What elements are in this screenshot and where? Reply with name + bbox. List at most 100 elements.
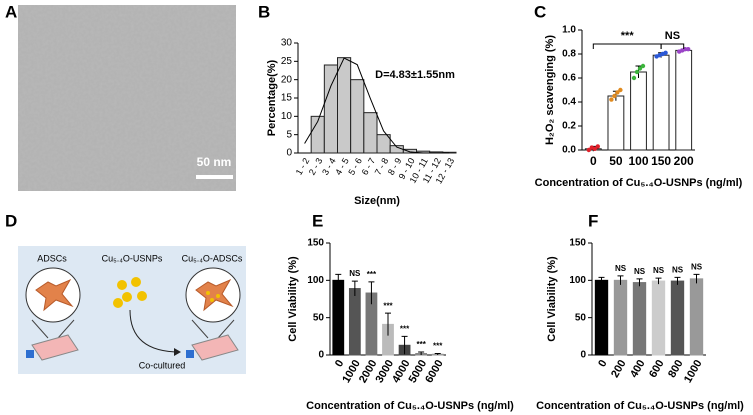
zoom-line [31, 319, 49, 339]
y-tick-label: 0 [286, 148, 292, 159]
tem-texture [18, 5, 236, 191]
scale-label: 50 nm [197, 155, 232, 169]
bar [651, 280, 666, 356]
y-tick-label: 50 [575, 312, 587, 323]
data-point [634, 69, 640, 75]
significance: *** [416, 340, 426, 349]
y-tick-label: 0.6 [562, 73, 576, 84]
flask [31, 334, 79, 361]
y-tick-label: 20 [281, 74, 293, 85]
significance: NS [634, 267, 646, 276]
panel-label: B [258, 2, 270, 21]
x-tick-label: 600 [647, 358, 667, 380]
panel-label: D [5, 211, 17, 230]
x-tick-label: 1000 [682, 358, 705, 385]
x-axis-title: Concentration of Cu₅.₄O-USNPs (ng/ml) [306, 400, 514, 412]
y-tick-label: 10 [281, 111, 293, 122]
x-axis-title: Size(nm) [354, 195, 400, 207]
y-axis-title: Cell Viability (%) [287, 256, 299, 342]
bracket [660, 43, 685, 49]
y-tick-label: 0.4 [562, 97, 576, 108]
x-axis-title: Concentration of Cu₅.₄O-USNPs (ng/ml) [536, 400, 744, 412]
panel-label: F [588, 211, 598, 230]
error-bar [655, 277, 662, 285]
y-axis-title: Cell Viability (%) [546, 256, 558, 342]
cell [35, 278, 74, 312]
significance: NS [615, 264, 627, 273]
bar [363, 112, 378, 154]
bar [594, 279, 609, 356]
particle [216, 294, 220, 298]
y-tick-label: 0 [318, 350, 324, 361]
flask-cap [186, 350, 194, 358]
error-bar [385, 312, 391, 336]
significance: NS [349, 269, 361, 278]
x-tick-label: 0 [590, 154, 597, 168]
flask-cap [26, 350, 34, 358]
significance: *** [400, 324, 410, 333]
bar [348, 288, 361, 356]
y-tick-label: 100 [569, 275, 586, 286]
data-point [609, 97, 614, 102]
data-point [686, 47, 691, 52]
bar [376, 134, 391, 154]
data-point [618, 87, 623, 93]
x-tick-label: 150 [651, 154, 671, 168]
error-bar [351, 280, 358, 297]
scale-bar [196, 175, 233, 179]
data-point [586, 147, 591, 153]
bar [337, 57, 352, 154]
data-point [663, 50, 668, 55]
x-tick-label: 400 [628, 358, 648, 380]
error-bar [636, 278, 643, 287]
bar [670, 280, 685, 356]
bar [630, 71, 647, 151]
data-point [612, 93, 617, 99]
significance: *** [433, 342, 443, 351]
y-tick-label: 100 [307, 275, 324, 286]
panel-label: A [5, 2, 17, 21]
y-tick-label: 25 [281, 56, 293, 67]
panel-label: E [312, 211, 323, 230]
y-tick-label: 50 [313, 312, 325, 323]
significance: NS [672, 265, 684, 274]
x-tick-label: 0 [333, 358, 346, 369]
y-tick-label: 1.0 [562, 25, 576, 36]
significance: NS [653, 266, 665, 275]
particle [206, 291, 210, 295]
bar [613, 279, 628, 356]
arrow [129, 309, 181, 356]
annotation: D=4.83±1.55nm [375, 69, 455, 81]
y-axis-title: Percentage(%) [266, 59, 278, 136]
error-bar [674, 276, 681, 285]
bar [350, 79, 365, 154]
comparison-label: NS [665, 30, 680, 42]
y-tick-label: 5 [286, 129, 292, 140]
data-point [631, 75, 637, 81]
error-bar [401, 335, 408, 355]
error-bar [368, 281, 375, 305]
particle [113, 298, 123, 308]
data-point [615, 90, 620, 95]
label: ADSCs [37, 253, 67, 263]
error-bar [693, 273, 700, 284]
significance: NS [691, 262, 703, 271]
data-point [592, 146, 597, 151]
y-tick-label: 30 [281, 38, 293, 49]
y-axis-title: H₂O₂ scavenging (%) [544, 35, 556, 145]
y-tick-label: 0.8 [562, 49, 576, 60]
error-bar [418, 351, 425, 355]
error-bar [598, 276, 605, 284]
x-tick-label: 6000 [423, 358, 446, 385]
bar [632, 282, 647, 356]
y-tick-label: 150 [307, 238, 324, 249]
particle [131, 277, 141, 287]
bracket [592, 43, 662, 49]
error-bar [434, 353, 441, 355]
fit-curve [304, 57, 450, 154]
particle [210, 298, 214, 302]
label: Cu₅.₄O-ADSCs [182, 253, 243, 263]
data-point [595, 144, 600, 149]
y-tick-label: 0 [580, 350, 586, 361]
x-tick-label: 100 [628, 154, 648, 168]
